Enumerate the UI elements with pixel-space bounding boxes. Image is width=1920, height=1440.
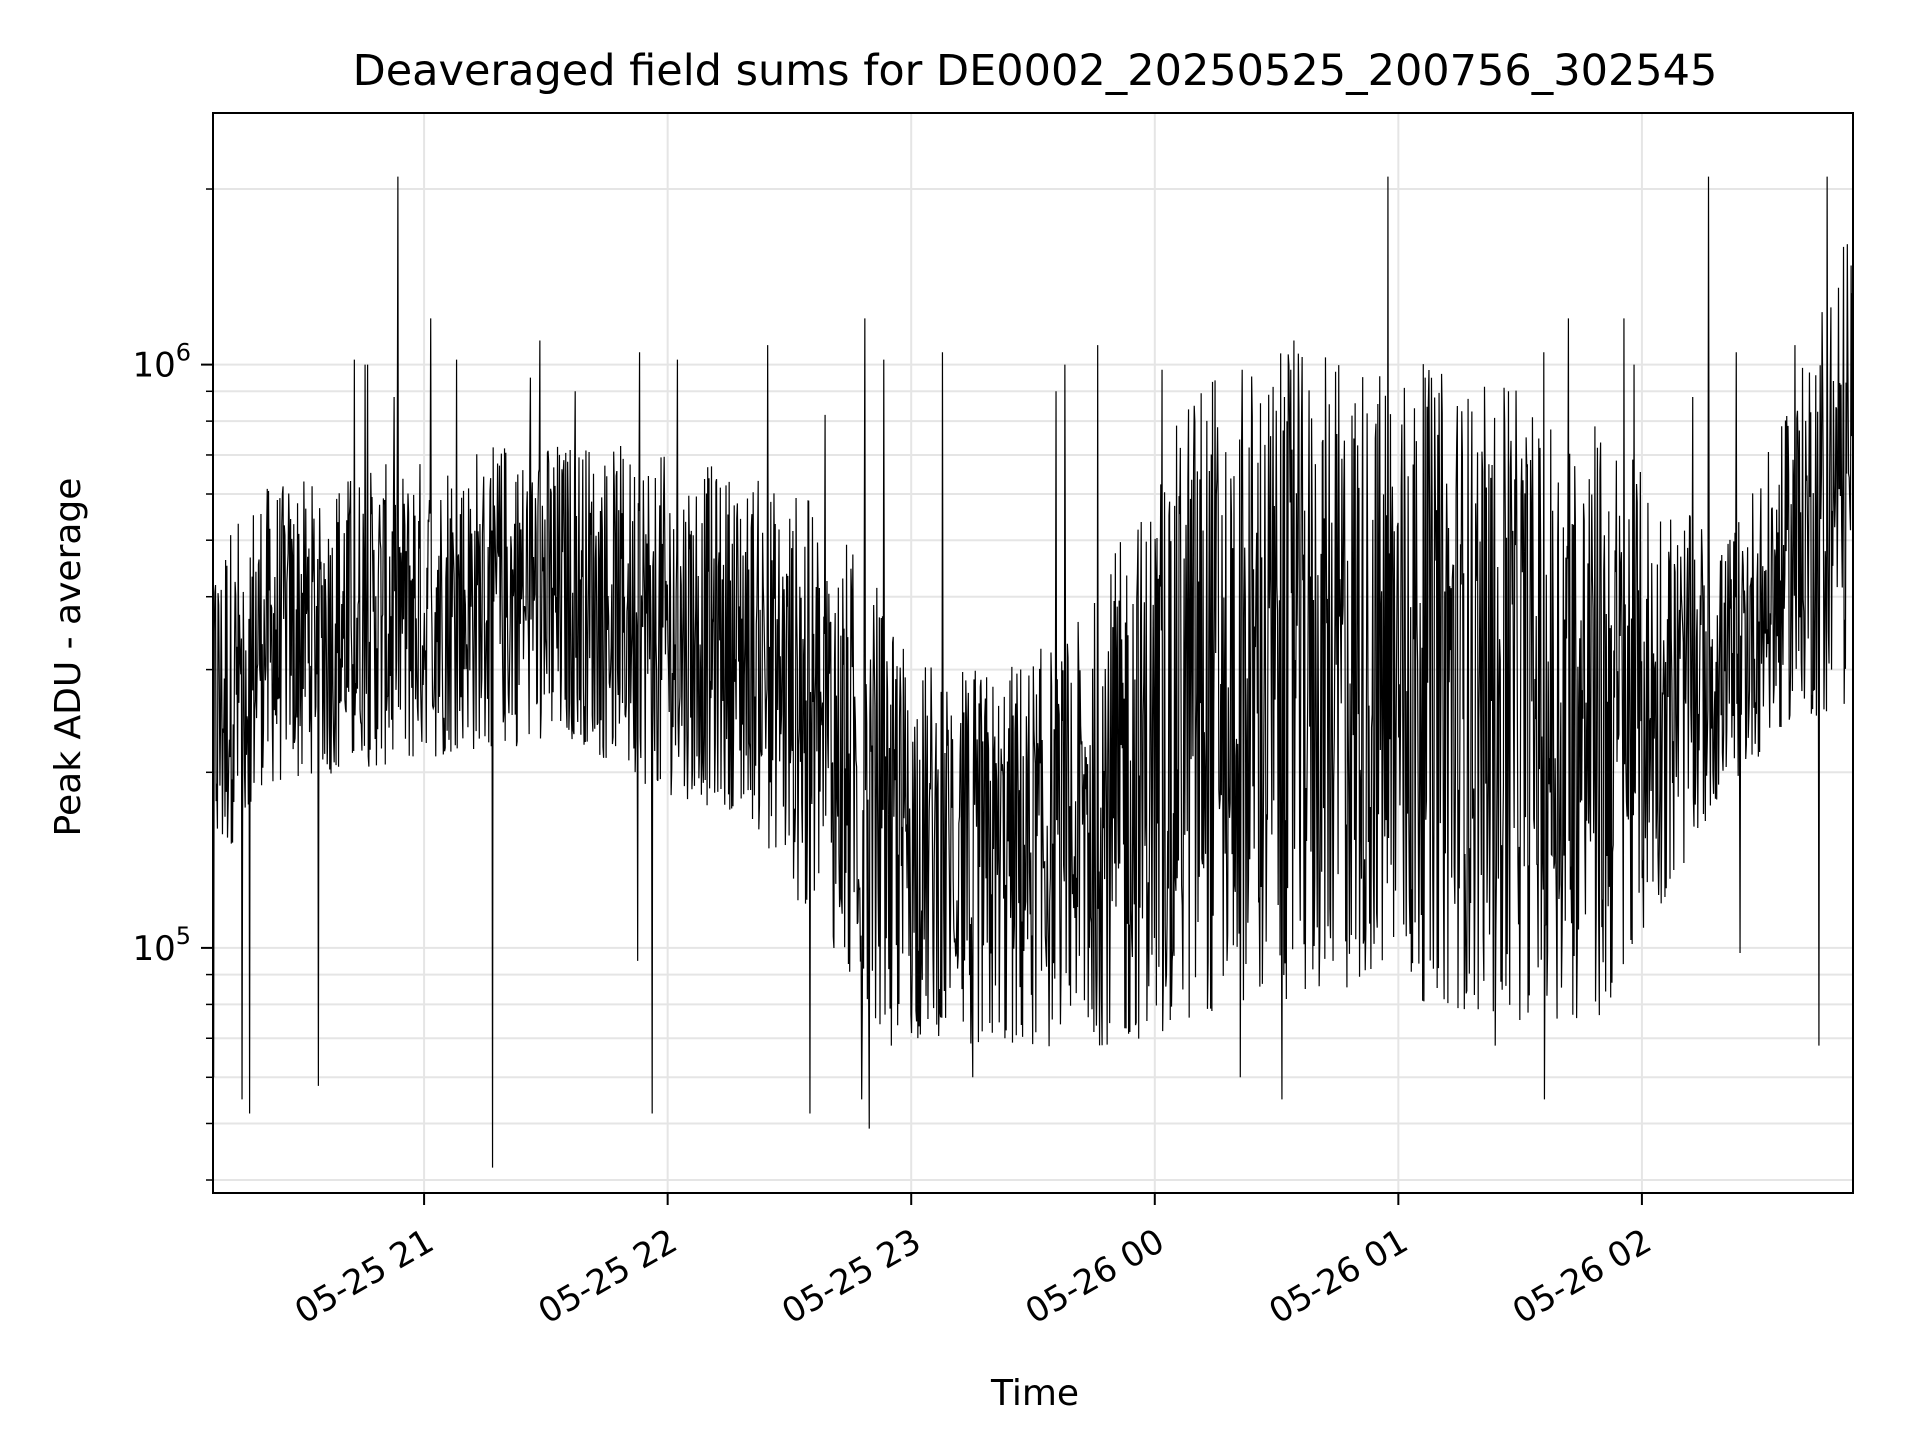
x-tick-label: 05-26 02 (1506, 1221, 1658, 1332)
y-tick-label: 105 (132, 922, 191, 969)
plot-frame (212, 112, 1854, 1194)
y-tick-label: 106 (132, 339, 191, 386)
x-tick-label: 05-25 22 (532, 1221, 684, 1332)
chart-title: Deaveraged field sums for DE0002_2025052… (353, 46, 1718, 96)
x-tick-label: 05-25 21 (288, 1221, 440, 1332)
x-axis-label: Time (990, 1373, 1079, 1414)
y-axis-label: Peak ADU - average (48, 478, 89, 837)
x-tick-label: 05-26 00 (1019, 1221, 1171, 1332)
series-line (212, 176, 1854, 1168)
x-tick-label: 05-25 23 (775, 1221, 927, 1332)
x-tick-label: 05-26 01 (1262, 1221, 1414, 1332)
x-axis: 05-25 21 05-25 22 05-25 23 05-26 00 05-26 01… (288, 1193, 1658, 1332)
series-layer (212, 176, 1854, 1168)
y-axis: 105 106 (132, 188, 213, 1181)
